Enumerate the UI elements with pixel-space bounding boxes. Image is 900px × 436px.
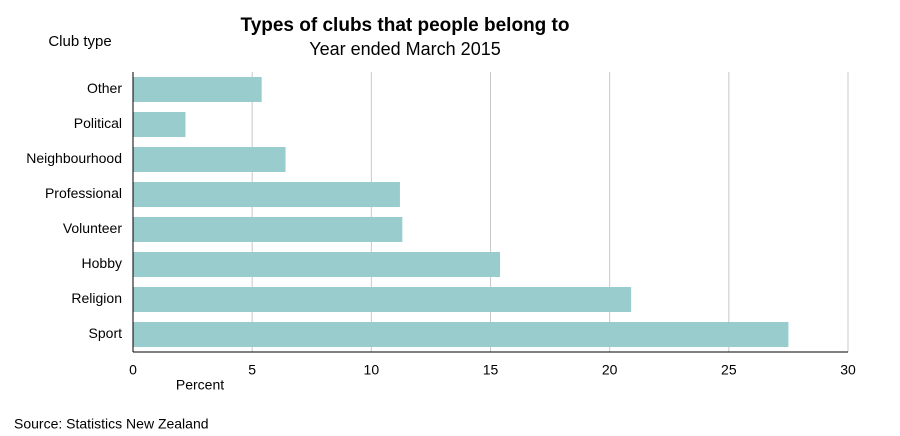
x-tick-label: 10 <box>364 362 380 378</box>
x-tick-label: 0 <box>129 362 137 378</box>
bar <box>133 287 632 312</box>
bar <box>133 112 186 137</box>
x-axis-label: Percent <box>176 377 224 393</box>
source-note: Source: Statistics New Zealand <box>14 416 209 432</box>
bar <box>133 147 286 172</box>
chart-subtitle: Year ended March 2015 <box>309 39 500 59</box>
x-tick-label: 15 <box>483 362 499 378</box>
bar <box>133 182 400 207</box>
y-tick-label: Political <box>74 115 122 131</box>
y-tick-label: Professional <box>45 185 122 201</box>
chart-title: Types of clubs that people belong to <box>241 15 570 36</box>
y-tick-label: Neighbourhood <box>26 150 122 166</box>
x-tick-label: 30 <box>840 362 856 378</box>
y-tick-label: Hobby <box>82 255 122 271</box>
bar <box>133 77 262 102</box>
x-tick-label: 5 <box>248 362 256 378</box>
x-tick-label: 25 <box>721 362 737 378</box>
bar <box>133 252 501 277</box>
bar <box>133 217 403 242</box>
y-tick-label: Sport <box>89 325 123 341</box>
y-axis-label: Club type <box>48 33 111 50</box>
y-tick-label: Other <box>87 80 122 96</box>
bar <box>133 322 789 347</box>
y-tick-label: Religion <box>71 290 122 306</box>
y-tick-label: Volunteer <box>63 220 122 236</box>
x-tick-label: 20 <box>602 362 618 378</box>
